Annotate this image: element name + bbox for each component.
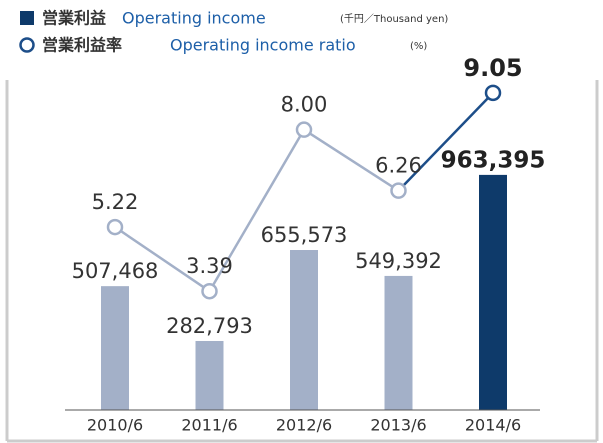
line-value-label: 6.26 bbox=[375, 154, 422, 178]
line-segment bbox=[114, 226, 211, 293]
legend-unit: (%) bbox=[410, 41, 427, 52]
x-tick-label: 2013/6 bbox=[370, 416, 426, 435]
x-tick-label: 2011/6 bbox=[181, 416, 237, 435]
line-marker bbox=[484, 84, 502, 102]
x-tick-label: 2012/6 bbox=[276, 416, 332, 435]
line-value-label: 8.00 bbox=[281, 93, 328, 117]
bar-value-label: 963,395 bbox=[441, 147, 546, 173]
legend-name: Operating income bbox=[122, 9, 266, 28]
line-marker bbox=[201, 282, 218, 300]
bar bbox=[384, 275, 413, 410]
bar bbox=[195, 340, 224, 410]
bar bbox=[290, 250, 318, 410]
line-segment bbox=[303, 128, 400, 192]
bar-value-label: 282,793 bbox=[166, 314, 253, 338]
bar-value-label: 507,468 bbox=[72, 259, 159, 283]
x-tick-label: 2014/6 bbox=[465, 416, 521, 435]
legend-label: 営業利益率 bbox=[42, 36, 122, 55]
bar-value-label: 549,392 bbox=[355, 249, 442, 273]
legend-unit: (千円／Thousand yen) bbox=[340, 13, 448, 25]
line-value-label: 3.39 bbox=[186, 254, 233, 278]
x-tick-label: 2010/6 bbox=[87, 416, 143, 435]
line-segment bbox=[397, 91, 494, 192]
line-value-label: 9.05 bbox=[463, 54, 522, 82]
legend-swatch-line bbox=[19, 37, 35, 53]
bar bbox=[479, 174, 507, 410]
legend-swatch-bar bbox=[20, 11, 34, 25]
line-marker bbox=[295, 121, 313, 138]
bar bbox=[101, 286, 129, 410]
legend-name: Operating income ratio bbox=[170, 36, 356, 55]
legend-label: 営業利益 bbox=[42, 9, 106, 28]
bar-value-label: 655,573 bbox=[261, 223, 348, 247]
line-marker bbox=[390, 182, 407, 199]
line-value-label: 5.22 bbox=[92, 190, 139, 214]
line-marker bbox=[106, 218, 124, 236]
line-segment bbox=[208, 129, 306, 292]
